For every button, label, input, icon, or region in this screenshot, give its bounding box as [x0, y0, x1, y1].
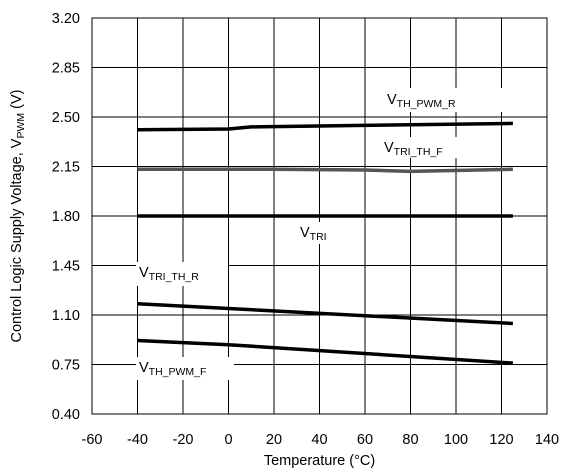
tick-labels: -60 -40 -20 0 20 40 60 80 100 120 140 0.40 0.75 1.10 1… [52, 11, 559, 448]
series-label-vth-pwm-f: VTH_PWM_F [139, 360, 206, 378]
series-lines [137, 121, 514, 365]
series-line-tri-th-r [137, 301, 513, 326]
x-tick-label: 80 [402, 432, 418, 448]
x-axis-label: Temperature (°C) [264, 453, 375, 469]
series-label-vtri: VTRI [300, 225, 327, 243]
series-label-vth-pwm-r: VTH_PWM_R [387, 92, 456, 110]
y-tick-label: 1.10 [52, 308, 80, 324]
label-bg-vtri [298, 222, 338, 244]
y-tick-label: 0.75 [52, 358, 80, 374]
series-label-vtri-th-r: VTRI_TH_R [139, 265, 199, 283]
y-axis-label: Control Logic Supply Voltage, VPWM (V) [9, 90, 27, 343]
y-tick-label: 2.50 [52, 110, 80, 126]
x-tick-label: 0 [224, 432, 232, 448]
y-tick-label: 0.40 [52, 407, 80, 423]
series-line-th-pwm-f [137, 338, 514, 365]
x-tick-label: -40 [127, 432, 148, 448]
series-line-th-pwm-r [137, 121, 513, 132]
series-label-vtri-th-f: VTRI_TH_F [384, 140, 443, 158]
x-tick-label: -20 [173, 432, 194, 448]
x-tick-label: 60 [357, 432, 373, 448]
x-tick-label: 120 [489, 432, 513, 448]
label-bg-vtri-th-r [136, 262, 228, 286]
plot-frame [91, 17, 548, 415]
x-tick-label: 40 [311, 432, 327, 448]
label-bg-vth-pwm-r [384, 88, 502, 112]
label-bg-vtri-th-f [382, 137, 482, 158]
x-tick-label: 140 [535, 432, 559, 448]
x-tick-label: 20 [266, 432, 282, 448]
label-bg-vth-pwm-f [136, 357, 234, 380]
y-tick-label: 2.15 [52, 160, 80, 176]
x-tick-label: -60 [82, 432, 103, 448]
y-tick-label: 3.20 [52, 11, 80, 27]
y-tick-label: 2.85 [52, 61, 80, 77]
x-tick-label: 100 [444, 432, 468, 448]
y-tick-label: 1.45 [52, 259, 80, 275]
y-tick-label: 1.80 [52, 209, 80, 225]
series-line-tri-th-f [137, 167, 513, 174]
